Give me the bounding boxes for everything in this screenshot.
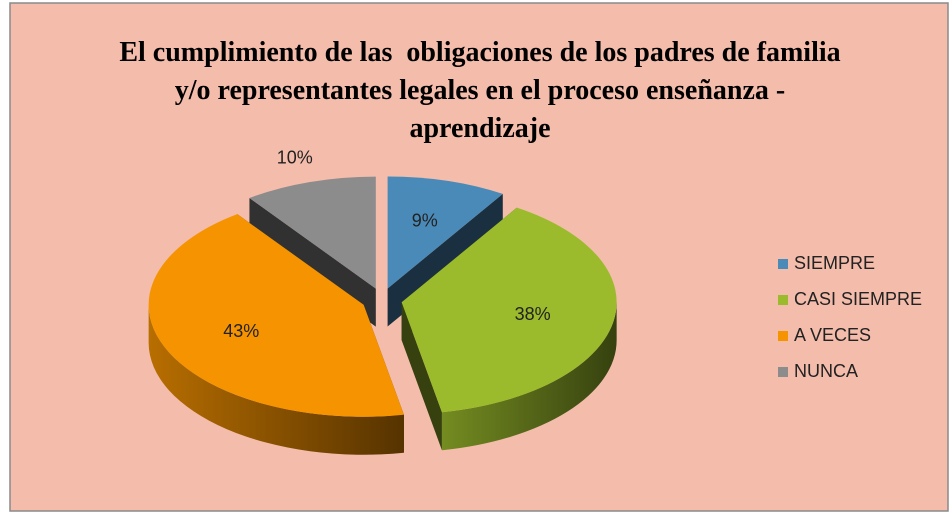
pie-slice <box>401 207 617 413</box>
legend-swatch <box>778 295 788 305</box>
data-label: 38% <box>515 304 551 324</box>
legend-label: SIEMPRE <box>794 253 875 273</box>
legend-label: CASI SIEMPRE <box>794 289 922 309</box>
pie-slice <box>249 176 376 289</box>
data-label: 10% <box>277 147 313 167</box>
slice-side <box>401 302 442 451</box>
data-label: 43% <box>223 321 259 341</box>
slice-side <box>148 304 404 455</box>
pie-slice <box>148 214 404 417</box>
legend-swatch <box>778 331 788 341</box>
legend-swatch <box>778 259 788 269</box>
legend-swatch <box>778 367 788 377</box>
legend-label: NUNCA <box>794 361 858 381</box>
chart-title: El cumplimiento de las obligaciones de l… <box>119 37 848 144</box>
pie-slice <box>387 176 503 289</box>
legend-label: A VECES <box>794 325 871 345</box>
data-label: 9% <box>412 211 438 231</box>
slice-side <box>441 302 617 451</box>
